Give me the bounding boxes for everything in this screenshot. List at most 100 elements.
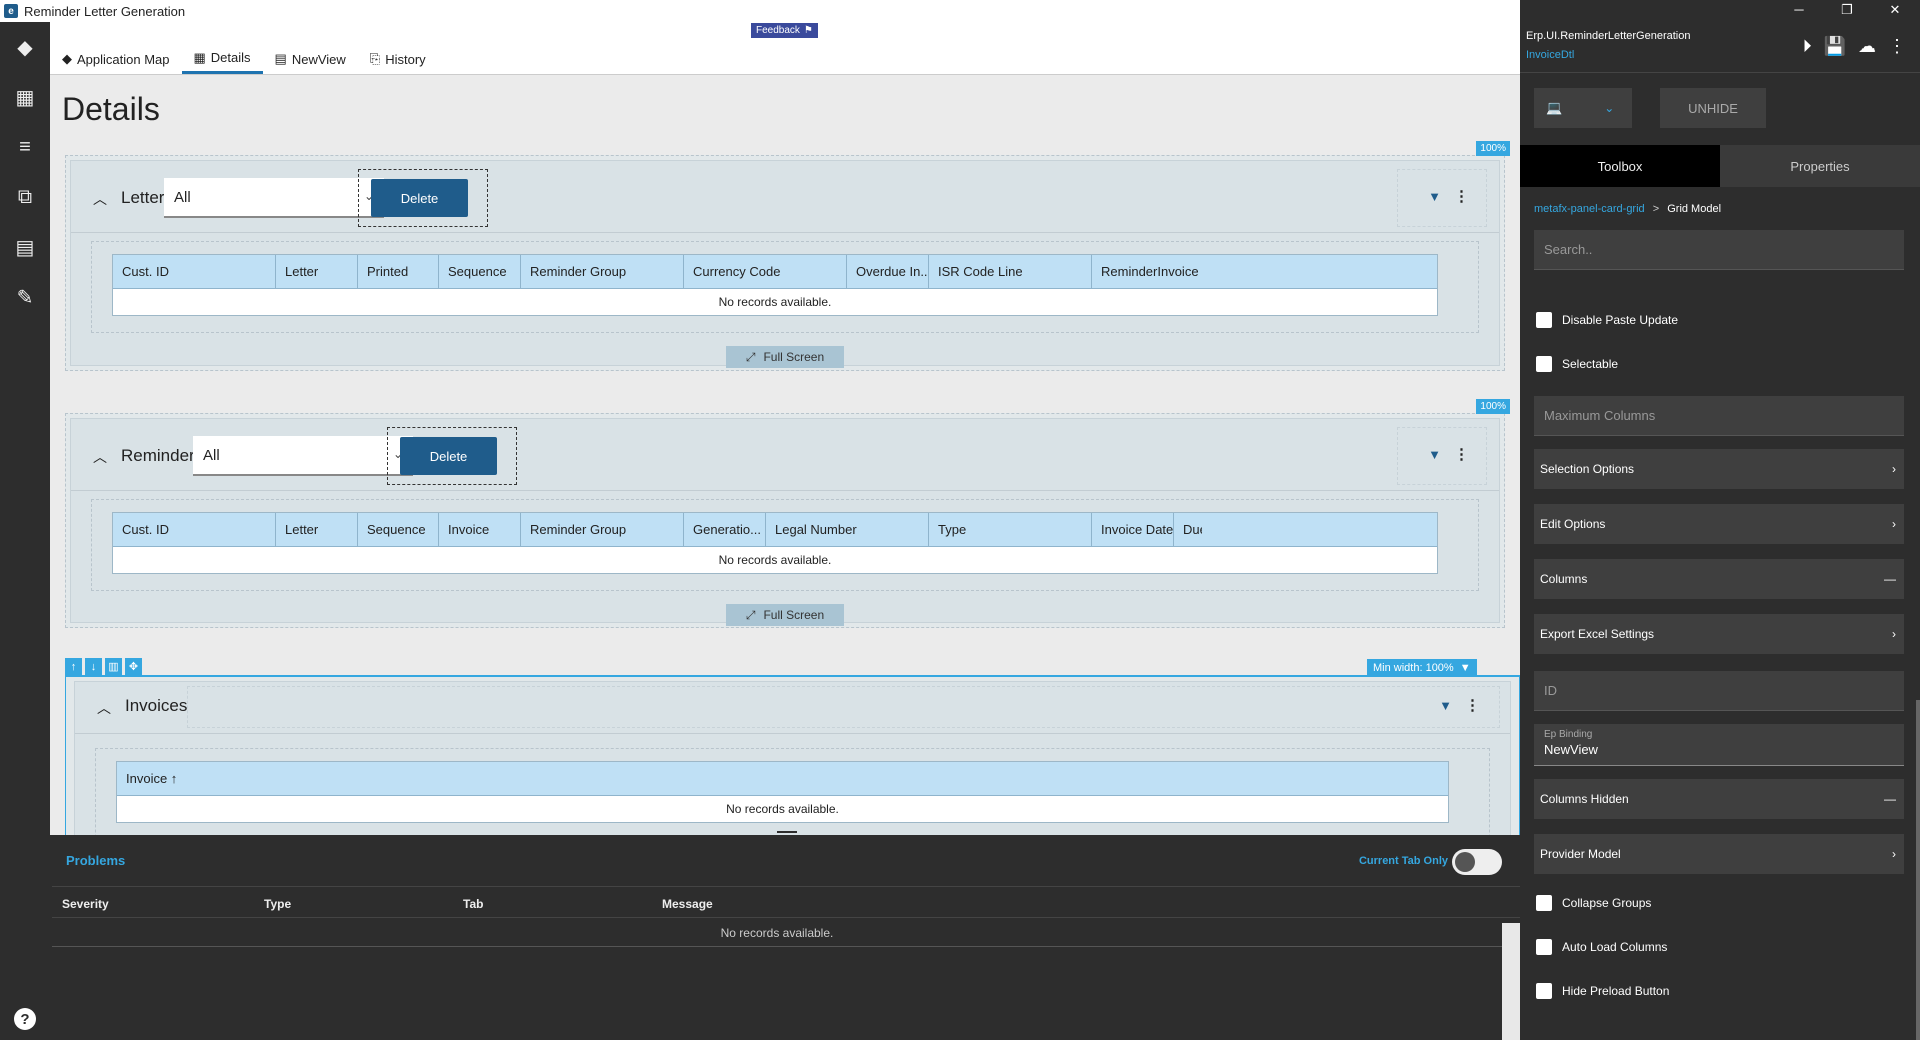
column-header[interactable]: Tab [463, 897, 484, 911]
column-header[interactable]: Cust. ID [113, 513, 276, 546]
selectable-checkbox[interactable]: Selectable [1536, 356, 1618, 372]
column-header[interactable]: Letter [276, 255, 358, 288]
reminders-filter-combo[interactable]: All ⌄ [193, 436, 413, 476]
more-options-icon[interactable]: ⋮ [1888, 36, 1906, 56]
breadcrumb-link[interactable]: metafx-panel-card-grid [1534, 203, 1645, 215]
more-options-icon[interactable]: ⋮ [1454, 446, 1469, 463]
drag-handle-icon[interactable]: ✥ [125, 658, 142, 675]
checkbox-label: Disable Paste Update [1562, 313, 1679, 327]
columns-expander[interactable]: Columns — [1534, 559, 1904, 599]
column-header[interactable]: Due [1183, 522, 1202, 537]
column-header[interactable]: Type [264, 897, 292, 911]
map-icon: ◆ [62, 51, 72, 66]
current-tab-only-toggle[interactable] [1452, 849, 1502, 875]
collapse-groups-checkbox[interactable]: Collapse Groups [1536, 895, 1651, 911]
column-header[interactable]: ISR Code Line [929, 255, 1092, 288]
reminders-delete-button[interactable]: Delete [400, 437, 497, 475]
column-header[interactable]: Invoice Date [1092, 513, 1174, 546]
column-header[interactable]: Generatio... [684, 513, 766, 546]
reminders-card-header: ︿ Reminders All ⌄ Delete ▼ ⋮ [71, 419, 1499, 491]
invoices-grid[interactable]: Invoice ↑ No records available. [116, 761, 1449, 823]
cloud-upload-icon[interactable]: ☁ [1858, 36, 1876, 56]
column-header[interactable]: Reminder Group [521, 255, 684, 288]
component-id[interactable]: InvoiceDtl [1526, 49, 1575, 61]
column-header[interactable]: Currency Code [684, 255, 847, 288]
letters-delete-button[interactable]: Delete [371, 179, 468, 217]
layout-icon[interactable]: ▦ [15, 86, 35, 109]
scrollbar[interactable] [1916, 700, 1920, 1040]
column-header[interactable]: Sequence [358, 513, 439, 546]
column-header[interactable]: Cust. ID [113, 255, 276, 288]
reminders-section[interactable]: 100% ︿ Reminders All ⌄ Delete ▼ ⋮ C [65, 399, 1510, 628]
tab-newview[interactable]: ▤ NewView [263, 44, 358, 74]
help-icon[interactable]: ? [14, 1008, 36, 1030]
column-header[interactable]: Invoice ↑ [126, 771, 178, 786]
save-icon[interactable]: 💾 [1823, 36, 1846, 56]
tab-application-map[interactable]: ◆ Application Map [50, 44, 182, 74]
column-header[interactable]: Letter [276, 513, 358, 546]
column-header[interactable]: Message [662, 897, 713, 911]
table-icon[interactable]: ▤ [15, 236, 35, 259]
layers-icon[interactable]: ◆ [17, 36, 33, 59]
tab-properties[interactable]: Properties [1720, 145, 1920, 187]
combo-value: All [203, 446, 220, 464]
problems-title[interactable]: Problems [66, 853, 126, 868]
column-header[interactable]: Severity [62, 897, 109, 911]
min-width-badge[interactable]: Min width: 100% ▼ [1367, 659, 1477, 677]
maximum-columns-field[interactable]: Maximum Columns [1534, 396, 1904, 436]
column-header[interactable]: Sequence [439, 255, 521, 288]
minimize-icon[interactable]: ─ [1794, 2, 1804, 17]
tab-toolbox[interactable]: Toolbox [1520, 145, 1720, 187]
letters-fullscreen-button[interactable]: ⤢ Full Screen [726, 346, 844, 368]
hierarchy-icon[interactable]: ⧉ [17, 185, 33, 208]
resize-grip[interactable] [777, 831, 797, 833]
provider-model-expander[interactable]: Provider Model › [1534, 834, 1904, 874]
export-excel-expander[interactable]: Export Excel Settings › [1534, 614, 1904, 654]
filter-icon[interactable]: ▼ [1439, 698, 1452, 713]
move-down-icon[interactable]: ↓ [85, 658, 102, 675]
column-header[interactable]: Invoice [439, 513, 521, 546]
reminders-fullscreen-button[interactable]: ⤢ Full Screen [726, 604, 844, 626]
filter-icon[interactable]: ▼ [1428, 447, 1441, 462]
feedback-button[interactable]: Feedback ⚑ [751, 23, 818, 38]
play-icon[interactable]: ⏵ [1802, 36, 1812, 56]
search-input[interactable]: Search.. [1534, 230, 1904, 270]
column-header[interactable]: Overdue In... [847, 255, 929, 288]
collapse-chevron-icon[interactable]: ︿ [93, 191, 107, 207]
ep-binding-field[interactable]: Ep Binding NewView [1534, 724, 1904, 766]
letters-grid[interactable]: Cust. ID Letter Printed Sequence Reminde… [112, 254, 1438, 316]
close-icon[interactable]: ✕ [1889, 2, 1901, 17]
column-header[interactable]: Printed [358, 255, 439, 288]
document-edit-icon[interactable]: ✎ [16, 286, 34, 309]
collapse-chevron-icon[interactable]: ︿ [93, 449, 107, 465]
move-up-icon[interactable]: ↑ [65, 658, 82, 675]
filter-icon[interactable]: ▼ [1428, 189, 1441, 204]
letters-section[interactable]: 100% ︿ Letters All ⌄ Delete ▼ ⋮ Cus [65, 141, 1510, 371]
more-options-icon[interactable]: ⋮ [1454, 188, 1469, 205]
edit-options-expander[interactable]: Edit Options › [1534, 504, 1904, 544]
columns-hidden-expander[interactable]: Columns Hidden — [1534, 779, 1904, 819]
list-edit-icon[interactable]: ≡ [19, 135, 31, 158]
expand-icon: ⤢ [745, 349, 756, 364]
disable-paste-update-checkbox[interactable]: Disable Paste Update [1536, 312, 1678, 328]
scrollbar[interactable] [1502, 923, 1520, 1040]
column-header[interactable]: Legal Number [766, 513, 929, 546]
hide-preload-button-checkbox[interactable]: Hide Preload Button [1536, 983, 1669, 999]
delete-icon[interactable]: ▥ [105, 658, 122, 675]
letters-filter-combo[interactable]: All ⌄ [164, 178, 384, 218]
collapse-chevron-icon[interactable]: ︿ [97, 700, 111, 716]
device-selector[interactable]: 💻 ⌄ [1534, 88, 1632, 128]
restore-icon[interactable]: ❐ [1841, 2, 1853, 17]
tab-history[interactable]: ⎘ History [358, 44, 438, 74]
invoices-section[interactable]: ︿ Invoices ▼ ⋮ Invoice ↑ No records avai… [65, 675, 1520, 835]
tab-details[interactable]: ▦ Details [181, 44, 263, 74]
more-options-icon[interactable]: ⋮ [1465, 697, 1480, 714]
column-header[interactable]: Reminder Group [521, 513, 684, 546]
column-header[interactable]: Type [929, 513, 1092, 546]
unhide-button[interactable]: UNHIDE [1660, 88, 1766, 128]
column-header[interactable]: ReminderInvoice [1101, 264, 1199, 279]
id-field[interactable]: ID [1534, 671, 1904, 711]
reminders-grid[interactable]: Cust. ID Letter Sequence Invoice Reminde… [112, 512, 1438, 574]
auto-load-columns-checkbox[interactable]: Auto Load Columns [1536, 939, 1667, 955]
selection-options-expander[interactable]: Selection Options › [1534, 449, 1904, 489]
